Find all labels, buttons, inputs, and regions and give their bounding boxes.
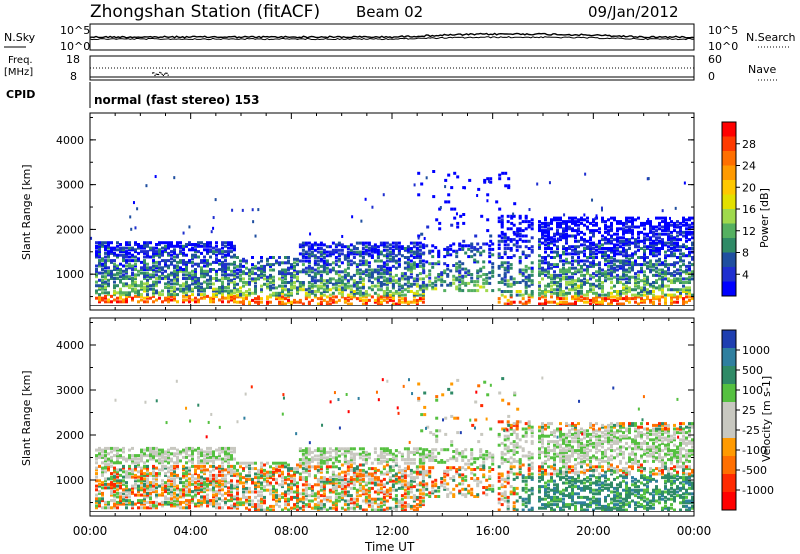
x-tick-label: 20:00: [576, 524, 611, 538]
colorbar-swatch: [722, 384, 736, 403]
colorbar-swatch: [722, 223, 736, 239]
date-label: 09/Jan/2012: [588, 3, 679, 21]
y-tick-label: 3000: [56, 179, 84, 192]
y-tick-label: 2000: [56, 429, 84, 442]
colorbar-tick-label: 4: [742, 268, 749, 281]
x-tick-label: 00:00: [677, 524, 712, 538]
colorbar-swatch: [722, 474, 736, 493]
colorbar-tick-label: 500: [742, 364, 763, 377]
freq-label: Freq.: [8, 55, 33, 66]
power-colorbar: 28 24 20 16 12 8 4: [721, 121, 756, 297]
nave-tick-low: 0: [708, 70, 715, 83]
y-tick-label: 3000: [56, 384, 84, 397]
colorbar-swatch: [722, 151, 736, 166]
colorbar-tick-label: 1000: [742, 344, 770, 357]
colorbar-swatch: [722, 281, 736, 297]
velocity-heatmap: [90, 376, 694, 512]
cpid-label: CPID: [6, 88, 35, 101]
colorbar-swatch: [722, 366, 736, 385]
power-heatmap: [90, 170, 694, 307]
x-tick-label: 12:00: [375, 524, 410, 538]
velocity-axes: 1000 2000 3000 4000: [56, 318, 695, 516]
colorbar-tick-label: -1000: [742, 484, 774, 497]
colorbar-tick-label: 28: [742, 138, 756, 151]
colorbar-swatch: [722, 180, 736, 195]
nsearch-series: [89, 36, 695, 41]
power-colorbar-label: Power [dB]: [758, 188, 771, 248]
colorbar-swatch: [722, 456, 736, 475]
nsky-label: N.Sky: [4, 31, 36, 44]
colorbar-tick-label: 16: [742, 203, 756, 216]
freq-blip: [152, 71, 169, 77]
freq-unit-label: [MHz]: [4, 67, 33, 78]
colorbar-swatch: [722, 330, 736, 349]
nsearch-tick-low: 10^0: [708, 40, 738, 53]
nsky-tick-low: 10^0: [60, 40, 90, 53]
colorbar-tick-label: -100: [742, 444, 767, 457]
colorbar-swatch: [722, 209, 736, 224]
velocity-ylabel: Slant Range [km]: [20, 370, 33, 466]
colorbar-swatch: [722, 420, 736, 439]
y-tick-label: 1000: [56, 474, 84, 487]
nave-label: Nave: [748, 63, 776, 76]
colorbar-tick-label: -500: [742, 464, 767, 477]
colorbar-swatch: [722, 348, 736, 367]
colorbar-tick-label: 25: [742, 404, 756, 417]
y-tick-label: 4000: [56, 339, 84, 352]
nsearch-tick-high: 10^5: [708, 24, 738, 37]
x-tick-label: 00:00: [73, 524, 108, 538]
colorbar-swatch: [722, 136, 736, 152]
x-tick-label: 16:00: [475, 524, 510, 538]
y-tick-label: 4000: [56, 134, 84, 147]
colorbar-swatch: [722, 267, 736, 282]
colorbar-swatch: [722, 194, 736, 210]
station-title: Zhongshan Station (fitACF): [90, 2, 320, 22]
colorbar-swatch: [722, 252, 736, 268]
freq-tick-low: 8: [70, 70, 77, 83]
y-tick-label: 2000: [56, 223, 84, 236]
power-axes: 1000 2000 3000 4000: [56, 113, 695, 310]
colorbar-tick-label: 100: [742, 384, 763, 397]
colorbar-tick-label: 20: [742, 181, 756, 194]
x-tick-label: 04:00: [173, 524, 208, 538]
beam-label: Beam 02: [356, 3, 423, 21]
colorbar-tick-label: 12: [742, 225, 756, 238]
nave-tick-high: 60: [708, 53, 722, 66]
velocity-colorbar-label: Velocity [m s-1]: [760, 376, 773, 462]
colorbar-tick-label: -25: [742, 424, 760, 437]
nsky-tick-high: 10^5: [60, 24, 90, 37]
time-axis-title: Time UT: [364, 540, 415, 554]
cpid-value: normal (fast stereo) 153: [94, 93, 260, 107]
colorbar-swatch: [722, 165, 736, 181]
colorbar-swatch: [722, 238, 736, 253]
x-tick-label: 08:00: [274, 524, 309, 538]
velocity-colorbar: 1000 500 100 25 -25 -100 -500 -1000: [721, 329, 774, 511]
colorbar-swatch: [722, 438, 736, 457]
time-axis-labels: 00:00 04:00 08:00 12:00 16:00 20:00 00:00: [73, 524, 712, 538]
nsky-series: [90, 32, 695, 39]
colorbar-swatch: [722, 492, 736, 511]
colorbar-swatch: [722, 122, 736, 137]
colorbar-tick-label: 24: [742, 160, 756, 173]
power-ylabel: Slant Range [km]: [20, 164, 33, 260]
freq-tick-high: 18: [66, 53, 80, 66]
colorbar-tick-label: 8: [742, 247, 749, 260]
nsearch-label: N.Search: [746, 31, 796, 44]
colorbar-swatch: [722, 402, 736, 421]
y-tick-label: 1000: [56, 268, 84, 281]
